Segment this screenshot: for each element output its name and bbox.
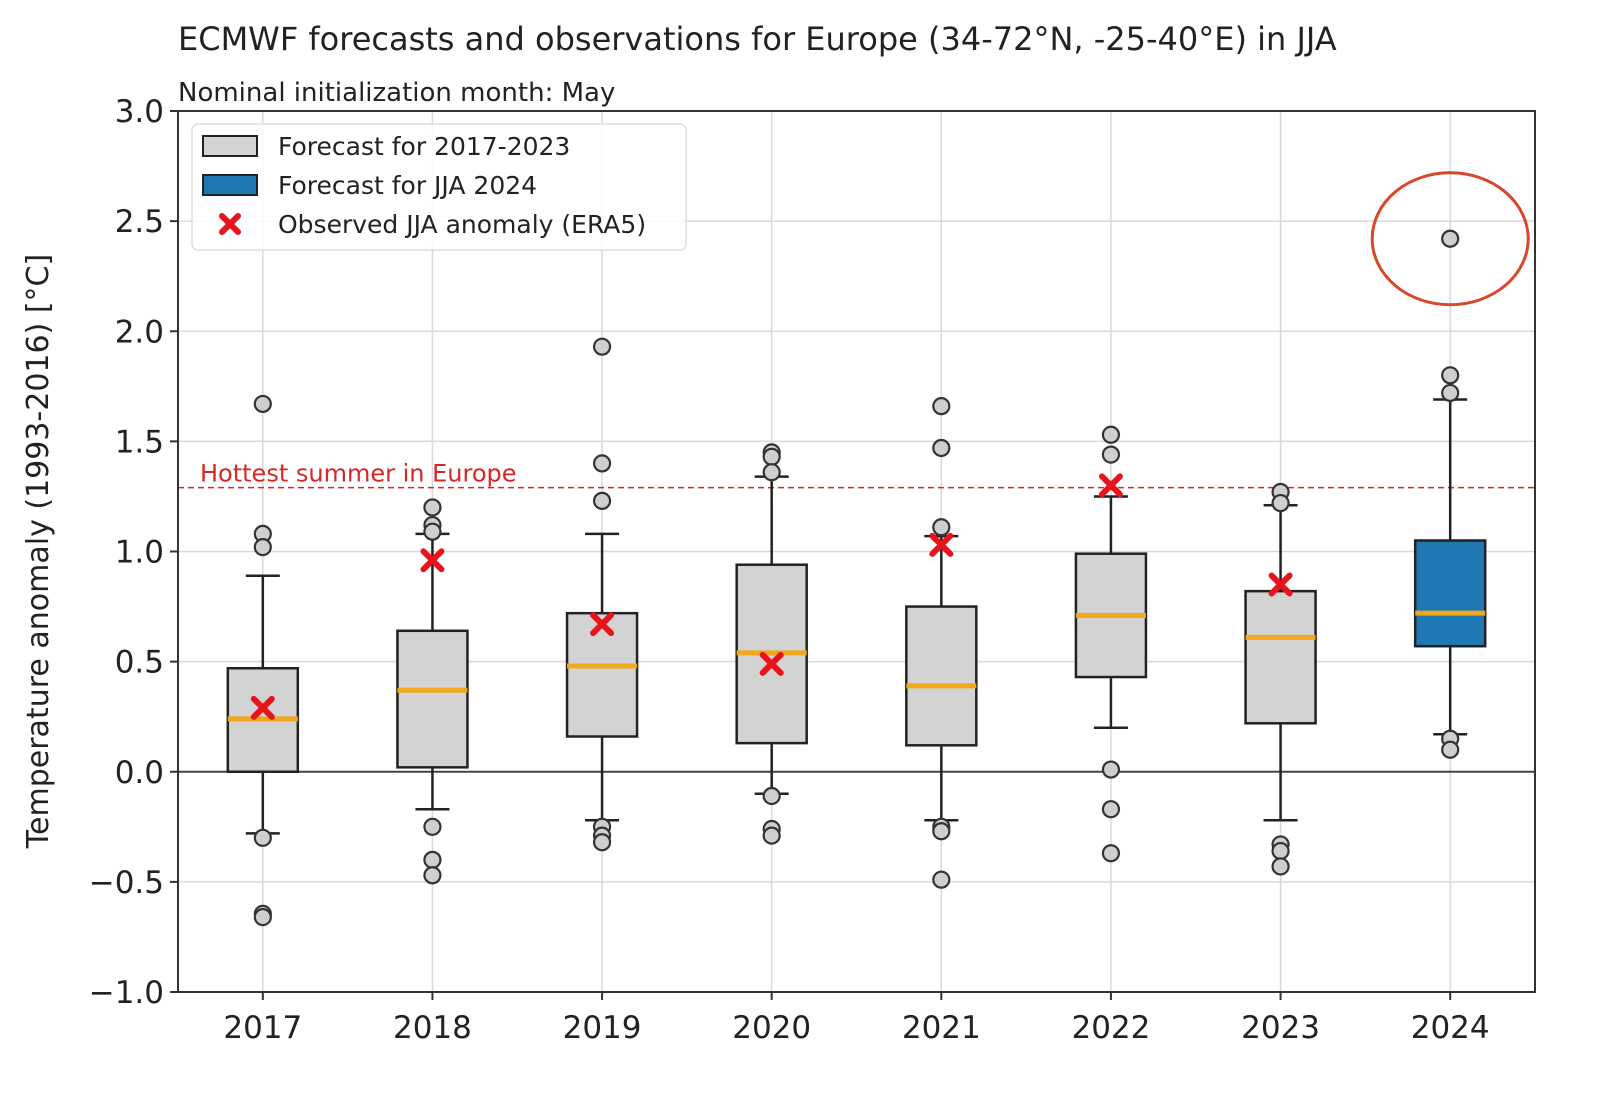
highlight-circle <box>1370 171 1530 307</box>
outlier-point <box>253 908 272 927</box>
observed-marker <box>250 695 275 720</box>
y-axis-label: Temperature anomaly (1993-2016) [°C] <box>21 254 56 849</box>
box-2019 <box>565 611 639 738</box>
outlier-point <box>1271 841 1290 861</box>
outlier-point <box>423 817 442 836</box>
outlier-point <box>592 454 612 473</box>
outlier-point <box>1101 445 1121 464</box>
observed-marker <box>420 548 445 573</box>
axes: −1.0 −0.5 0.0 0.5 1.0 1.5 2.0 2.5 3.0 2017 2018 201… <box>89 94 1490 1046</box>
observed-marker <box>929 532 954 557</box>
outlier-point <box>762 826 781 845</box>
y-tick-label: −1.0 <box>89 975 164 1011</box>
outlier-point <box>423 522 442 541</box>
y-tick-label: 0.0 <box>115 755 164 791</box>
y-tick-label: 3.0 <box>115 94 164 130</box>
outlier-point <box>592 491 612 510</box>
x-tick-label: 2024 <box>1411 1010 1490 1046</box>
outlier-point <box>932 822 951 841</box>
y-tick-label: 1.5 <box>115 424 164 460</box>
y-tick-label: 1.0 <box>115 535 164 571</box>
outlier-point <box>423 850 442 869</box>
outlier-point <box>1271 857 1290 876</box>
x-tick-label: 2018 <box>393 1010 472 1046</box>
y-tick-label: 2.0 <box>115 314 164 350</box>
legend-label: Forecast for 2017-2023 <box>278 132 570 161</box>
outlier-point <box>762 463 781 482</box>
outlier-point <box>762 786 781 806</box>
outlier-point <box>423 866 442 885</box>
reference-line-label: Hottest summer in Europe <box>200 460 517 488</box>
outlier-point <box>592 833 612 852</box>
outlier-point <box>253 394 272 414</box>
y-tick-label: 0.5 <box>115 645 164 681</box>
observed-marker <box>759 651 784 676</box>
legend-label: Forecast for JJA 2024 <box>278 171 537 200</box>
x-tick-label: 2020 <box>732 1010 811 1046</box>
x-tick-label: 2017 <box>223 1010 302 1046</box>
outlier-point <box>1441 740 1460 759</box>
outlier-point <box>932 397 951 416</box>
legend-swatch <box>202 174 258 196</box>
legend-label: Observed JJA anomaly (ERA5) <box>278 210 646 239</box>
chart-title: ECMWF forecasts and observations for Eur… <box>178 20 1337 58</box>
y-tick-label: 2.5 <box>115 204 164 240</box>
outlier-point <box>1441 366 1460 385</box>
outlier-point <box>253 828 272 847</box>
outlier-point <box>1101 844 1121 863</box>
observed-marker <box>1098 473 1123 498</box>
x-tick-label: 2021 <box>902 1010 981 1046</box>
outlier-point <box>1441 383 1460 403</box>
legend-x-marker <box>219 213 241 235</box>
outlier-point <box>932 518 951 537</box>
observed-marker <box>590 612 615 637</box>
outlier-point <box>592 337 612 356</box>
legend-box <box>191 123 687 251</box>
x-tick-label: 2023 <box>1241 1010 1320 1046</box>
x-tick-label: 2019 <box>563 1010 642 1046</box>
y-tick-label: −0.5 <box>89 865 164 901</box>
plot-marks: Hottest summer in Europe <box>178 171 1535 927</box>
outlier-point <box>1271 493 1290 513</box>
outlier-point <box>1101 800 1121 819</box>
box-2018 <box>396 629 469 769</box>
legend-swatch <box>202 135 258 157</box>
outlier-point <box>1101 760 1121 779</box>
legend: Forecast for 2017-2023 Forecast for JJA 2… <box>191 123 687 251</box>
outlier-point <box>423 498 442 517</box>
outlier-point <box>1441 229 1460 248</box>
outlier-point <box>253 537 272 557</box>
x-tick-label: 2022 <box>1071 1010 1150 1046</box>
outlier-point <box>932 438 951 458</box>
outlier-point <box>1101 425 1121 444</box>
observed-marker <box>1268 572 1293 597</box>
chart-subtitle: Nominal initialization month: May <box>178 78 615 108</box>
outlier-point <box>762 447 781 466</box>
box-2023 <box>1244 589 1317 725</box>
outlier-point <box>932 870 951 889</box>
box-2024 <box>1413 539 1487 648</box>
box-2021 <box>905 605 978 747</box>
